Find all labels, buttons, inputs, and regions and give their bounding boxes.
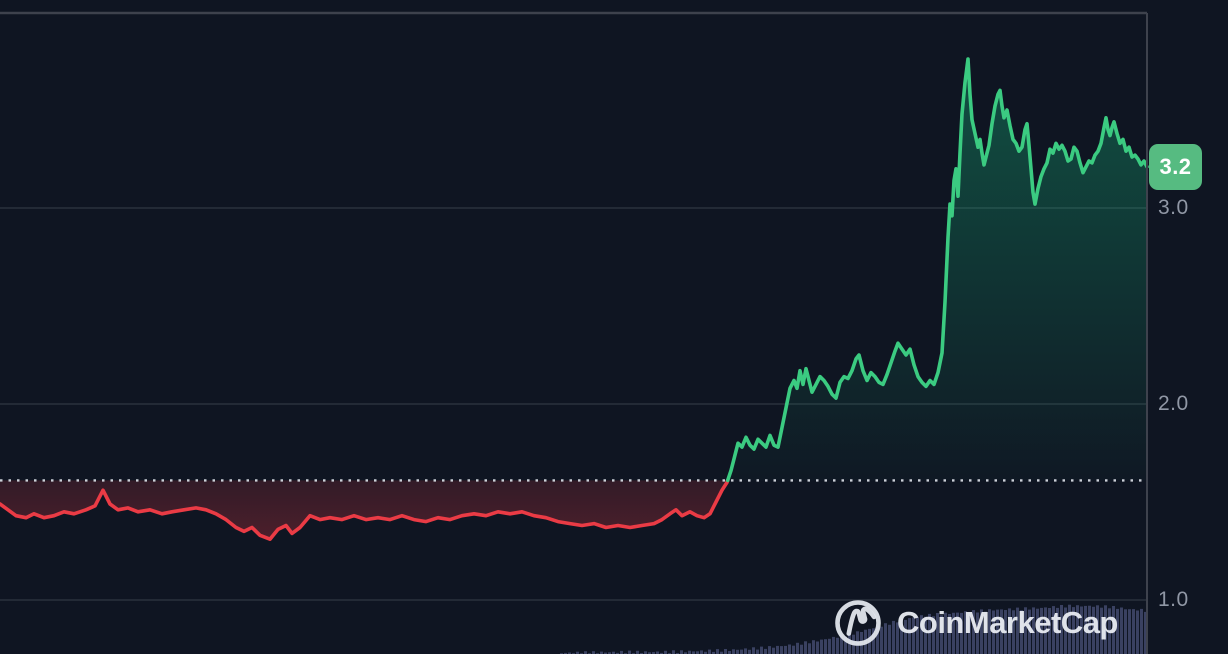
y-axis-tick-3-0: 3.0 <box>1158 194 1189 222</box>
volume-bars <box>560 604 1147 654</box>
y-axis-tick-1-0: 1.0 <box>1158 586 1189 614</box>
y-axis-tick-label: 1.0 <box>1158 588 1189 611</box>
up-area-fill <box>727 59 1147 481</box>
price-line-up <box>725 57 1149 483</box>
last-price-badge: 3.2 <box>1149 143 1202 190</box>
y-axis-tick-label: 3.0 <box>1158 196 1189 219</box>
price-line-down <box>0 478 730 542</box>
y-axis-tick-2-0: 2.0 <box>1158 390 1189 418</box>
down-area-fill <box>0 480 728 540</box>
y-axis-tick-label: 2.0 <box>1158 392 1189 415</box>
